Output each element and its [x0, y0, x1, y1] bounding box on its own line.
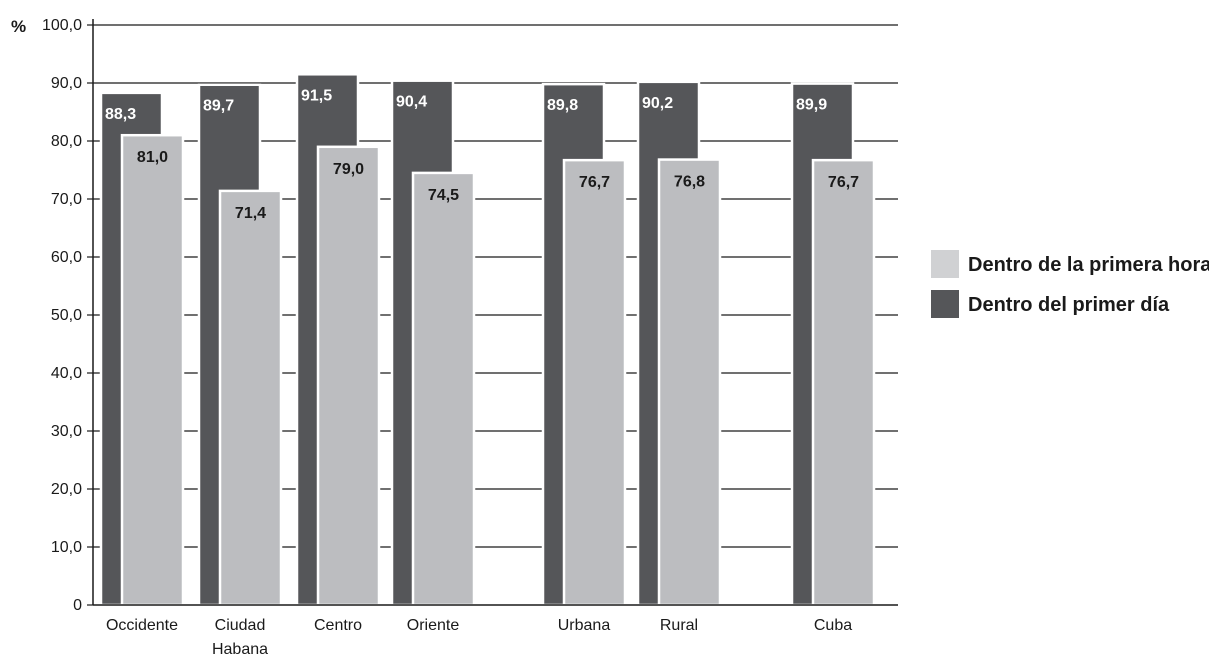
y-tick-label: 90,0 — [51, 75, 82, 92]
category-label: Oriente — [407, 617, 460, 634]
category-label: Centro — [314, 617, 362, 634]
category-label: Occidente — [106, 617, 178, 634]
y-tick-label: 0 — [73, 597, 82, 614]
bar-primera-hora — [218, 189, 283, 607]
bar-primera-hora — [316, 145, 381, 607]
data-label-primera-hora: 71,4 — [235, 205, 266, 222]
data-label-primer-dia: 89,9 — [796, 97, 827, 114]
data-label-primer-dia: 90,2 — [642, 95, 673, 112]
legend-swatch — [931, 250, 959, 278]
data-label-primer-dia: 89,7 — [203, 98, 234, 115]
legend-label: Dentro del primer día — [968, 294, 1170, 316]
axes: 0 10,0 20,0 30,0 40,0 50,0 60,0 70,0 80,0 90,0 100… — [11, 17, 898, 614]
y-tick-label: 30,0 — [51, 423, 82, 440]
bar-primera-hora — [811, 158, 876, 607]
bar-primera-hora — [562, 158, 627, 607]
legend-label: Dentro de la primera hora — [968, 254, 1209, 276]
data-label-primer-dia: 90,4 — [396, 94, 427, 111]
y-tick-label: 50,0 — [51, 307, 82, 324]
bar-primera-hora — [411, 171, 476, 607]
data-label-primer-dia: 91,5 — [301, 87, 332, 104]
y-tick-label: 80,0 — [51, 133, 82, 150]
y-tick-label: 10,0 — [51, 539, 82, 556]
bar-primera-hora — [120, 133, 185, 607]
y-tick-label: 20,0 — [51, 481, 82, 498]
data-label-primer-dia: 89,8 — [547, 97, 578, 114]
bar-primera-hora — [657, 158, 722, 607]
bars — [99, 73, 876, 607]
y-tick-label: 40,0 — [51, 365, 82, 382]
category-label: Rural — [660, 617, 698, 634]
y-unit-label: % — [11, 17, 26, 36]
y-tick-label: 100,0 — [42, 17, 82, 34]
legend-swatch — [931, 290, 959, 318]
data-label-primera-hora: 81,0 — [137, 149, 168, 166]
data-label-primera-hora: 76,7 — [579, 174, 610, 191]
category-label: Habana — [212, 641, 268, 658]
category-label: Cuba — [814, 617, 852, 634]
y-tick-label: 70,0 — [51, 191, 82, 208]
data-label-primera-hora: 79,0 — [333, 161, 364, 178]
category-label: Urbana — [558, 617, 611, 634]
labels: 88,3 81,0 Occidente 89,7 71,4 Ciudad Habana 91,… — [105, 87, 859, 658]
data-label-primera-hora: 76,7 — [828, 174, 859, 191]
category-label: Ciudad — [215, 617, 266, 634]
data-label-primera-hora: 76,8 — [674, 174, 705, 191]
data-label-primera-hora: 74,5 — [428, 187, 459, 204]
data-label-primer-dia: 88,3 — [105, 106, 136, 123]
y-tick-label: 60,0 — [51, 249, 82, 266]
legend: Dentro de la primera hora Dentro del prim… — [931, 250, 1209, 318]
